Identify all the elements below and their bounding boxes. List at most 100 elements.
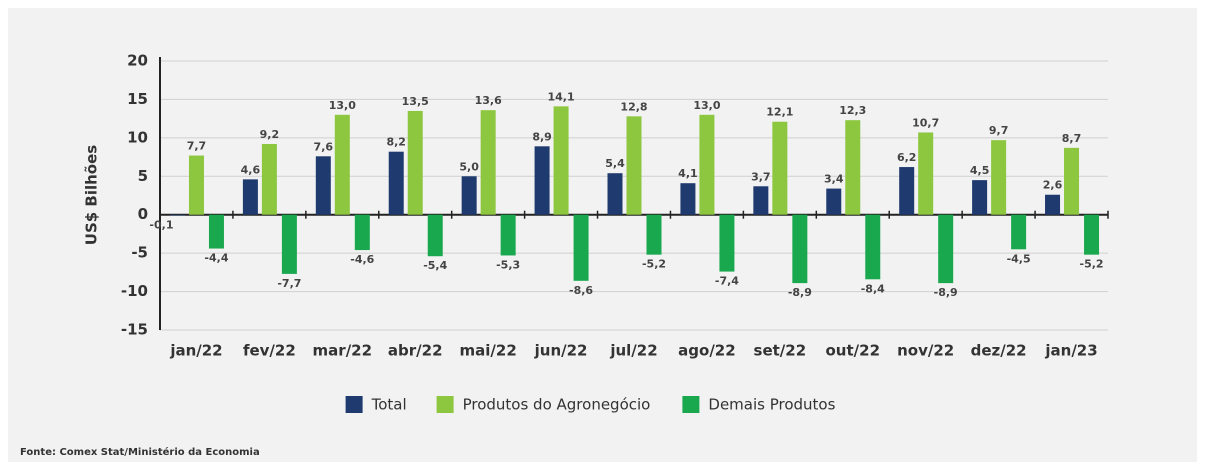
y-tick-label: 15 [127,90,148,108]
bar [1084,214,1100,255]
value-label: -5,2 [642,258,666,271]
value-label: 8,2 [386,136,406,149]
x-tick-label: abr/22 [388,342,443,360]
y-tick-label: 5 [138,167,148,185]
x-tick-label: out/22 [826,342,881,360]
value-label: 4,6 [241,163,261,176]
x-tick-label: dez/22 [971,342,1027,360]
bar [354,214,370,251]
legend-label: Total [371,396,407,414]
value-label: 5,4 [605,157,625,170]
y-tick-label: -15 [121,321,148,339]
bar [281,214,297,274]
bar [1011,214,1027,250]
bar [480,110,496,215]
value-label: -4,4 [204,252,228,265]
bar [899,167,915,215]
y-tick-label: -5 [131,244,148,262]
bar [918,132,934,215]
value-label: 9,7 [989,124,1009,137]
value-label: 8,7 [1062,132,1082,145]
bar [626,116,642,215]
value-label: -8,9 [788,286,812,299]
value-label: 7,7 [187,140,207,153]
value-label: -8,6 [569,284,593,297]
value-label: -0,1 [149,218,173,231]
bar [845,120,861,215]
value-label: 5,0 [459,160,479,173]
value-label: 2,6 [1043,179,1063,192]
value-label: 4,1 [678,167,698,180]
x-tick-label: mar/22 [313,342,373,360]
x-tick-label: fev/22 [243,342,296,360]
bar [753,186,769,215]
y-tick-label: 20 [127,52,148,70]
value-label: -5,4 [423,259,447,272]
x-tick-label: nov/22 [897,342,954,360]
bar [407,110,423,215]
bar [242,179,258,215]
value-label: 7,6 [314,140,334,153]
value-label: -4,6 [350,253,374,266]
value-label: -5,2 [1080,258,1104,271]
x-tick-label: ago/22 [678,342,736,360]
bar [334,114,350,215]
bar [1045,194,1061,215]
value-label: 6,2 [897,151,917,164]
bar [699,114,715,215]
value-label: 13,0 [329,99,356,112]
bar [461,176,477,215]
x-tick-label: jan/22 [169,342,222,360]
bar [261,144,277,215]
bar [607,173,623,215]
bar [388,151,404,215]
value-label: 8,9 [532,130,552,143]
value-label: 12,8 [620,100,647,113]
value-label: 13,0 [693,99,720,112]
bar [208,214,224,249]
source: Fonte: Comex Stat/Ministério da Economia [20,446,260,458]
value-label: 12,3 [839,104,866,117]
bar [826,188,842,215]
bar [991,140,1007,215]
value-label: -8,9 [934,286,958,299]
value-label: 10,7 [912,116,939,129]
bar [500,214,516,256]
bar [573,214,589,281]
value-label: 12,1 [766,106,793,119]
value-label: 13,5 [402,95,429,108]
x-tick-label: jul/22 [609,342,657,360]
x-tick-label: set/22 [754,342,807,360]
value-label: -7,4 [715,275,739,288]
bar [865,214,881,280]
legend-label: Demais Produtos [708,396,835,414]
value-label: -8,4 [861,282,885,295]
legend-swatch [436,396,454,413]
bar [938,214,954,284]
bar [719,214,735,272]
bar [169,214,185,216]
bar [315,156,331,215]
bar [646,214,662,255]
x-tick-label: jun/22 [534,342,588,360]
bar [534,146,550,215]
value-label: -7,7 [277,277,301,290]
value-label: 3,4 [824,173,844,186]
y-axis-label: US$ Bilhões [83,145,101,246]
legend-swatch [345,396,363,413]
legend-swatch [682,396,700,413]
bar [427,214,443,257]
bar [792,214,808,284]
y-tick-label: 10 [127,128,148,146]
x-tick-label: jan/23 [1044,342,1097,360]
value-label: 3,7 [751,170,771,183]
value-label: 14,1 [548,90,575,103]
bar [188,155,204,215]
panel [8,8,1197,462]
bar [680,183,696,215]
x-tick-label: mai/22 [460,342,517,360]
value-label: -5,3 [496,258,520,271]
legend-label: Produtos do Agronegócio [463,396,651,414]
value-label: -4,5 [1007,252,1031,265]
